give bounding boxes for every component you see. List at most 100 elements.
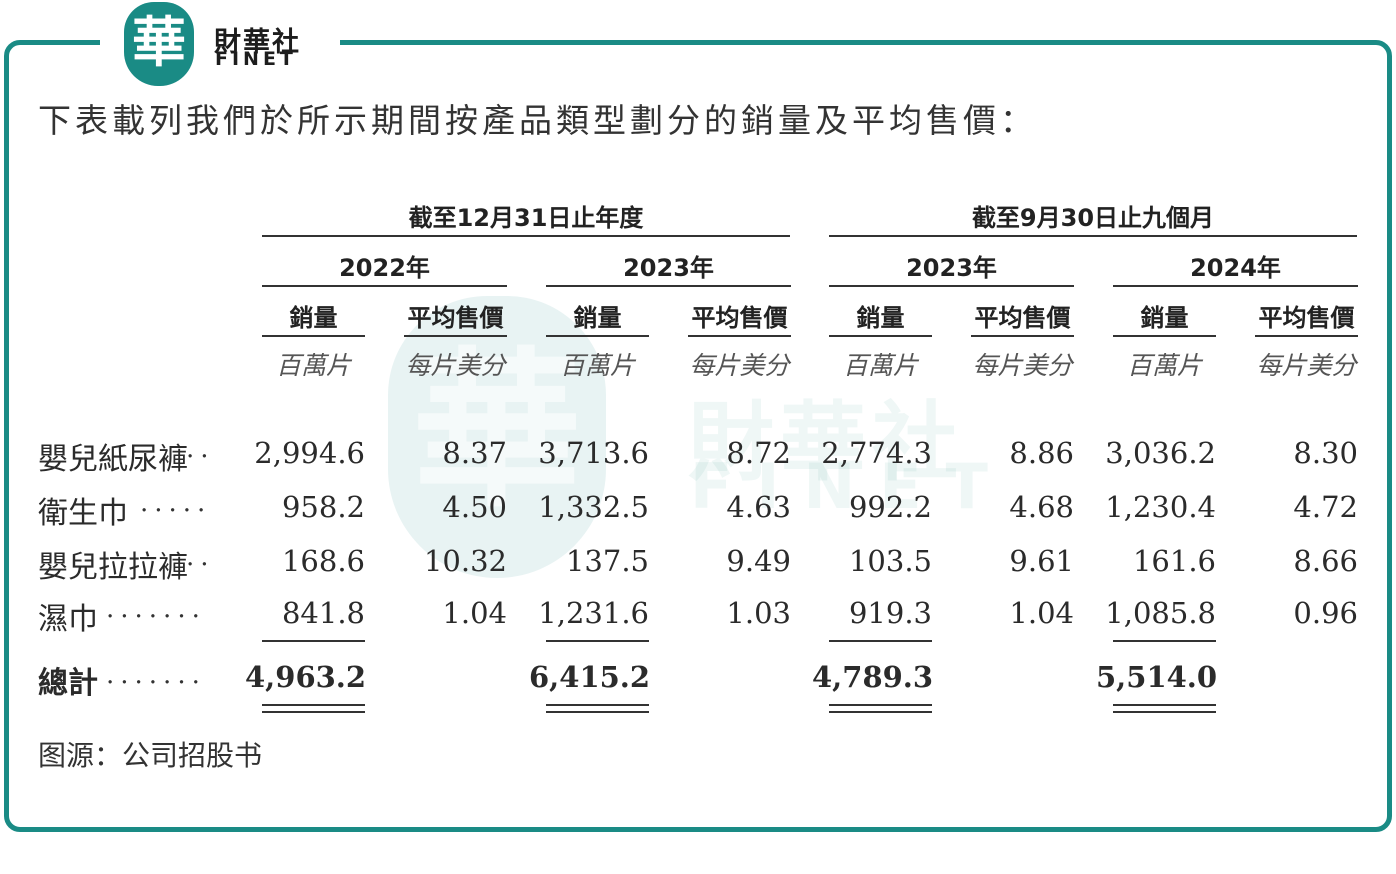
unit-volume: 百萬片 xyxy=(559,351,635,380)
total-cell: 5,514.0 xyxy=(1096,660,1218,694)
table-cell: 8.86 xyxy=(1009,436,1074,470)
col-rule xyxy=(404,335,507,337)
period-header-9m: 截至9月30日止九個月 xyxy=(971,204,1215,232)
row-label: 衛生巾 xyxy=(38,496,128,531)
table-cell: 4.72 xyxy=(1293,490,1358,524)
col-label-price: 平均售價 xyxy=(1258,304,1355,332)
table-cell: 1,231.6 xyxy=(538,596,649,630)
col-rule xyxy=(1255,335,1358,337)
col-label-price: 平均售價 xyxy=(974,304,1071,332)
year-header: 2023年 xyxy=(623,254,714,282)
col-rule xyxy=(1113,335,1216,337)
total-double-rule xyxy=(262,711,365,713)
year-rule xyxy=(829,285,1074,287)
total-double-rule xyxy=(546,711,649,713)
dot-leader: .. xyxy=(186,542,215,572)
table-cell: 841.8 xyxy=(281,596,365,630)
table-cell: 1,085.8 xyxy=(1105,596,1216,630)
total-double-rule xyxy=(262,704,365,706)
table-cell: 1.03 xyxy=(726,596,791,630)
unit-volume: 百萬片 xyxy=(1126,351,1202,380)
col-label-price: 平均售價 xyxy=(407,304,504,332)
table-cell: 1.04 xyxy=(1009,596,1074,630)
total-cell: 4,789.3 xyxy=(812,660,934,694)
row-label: 濕巾 xyxy=(38,602,98,637)
unit-price: 每片美分 xyxy=(689,351,790,380)
table-cell: 2,774.3 xyxy=(821,436,932,470)
col-label-volume: 銷量 xyxy=(1140,304,1189,332)
table-cell: 9.61 xyxy=(1009,544,1074,578)
total-label: 總計 xyxy=(38,666,98,701)
table-cell: 8.66 xyxy=(1293,544,1358,578)
table-cell: 103.5 xyxy=(848,544,932,578)
year-rule xyxy=(546,285,791,287)
table-cell: 9.49 xyxy=(726,544,791,578)
col-label-volume: 銷量 xyxy=(856,304,905,332)
col-rule xyxy=(829,335,932,337)
year-rule xyxy=(262,285,507,287)
col-rule xyxy=(971,335,1074,337)
col-rule xyxy=(262,335,365,337)
table-cell: 10.32 xyxy=(423,544,507,578)
table-cell: 1,332.5 xyxy=(538,490,649,524)
col-label-volume: 銷量 xyxy=(289,304,338,332)
intro-text: 下表載列我們於所示期間按產品類型劃分的銷量及平均售價： xyxy=(38,101,1037,140)
year-header: 2024年 xyxy=(1190,254,1281,282)
subtotal-rule xyxy=(1113,640,1216,642)
total-double-rule xyxy=(546,704,649,706)
subtotal-rule xyxy=(829,640,932,642)
row-label: 嬰兒拉拉褲 xyxy=(38,550,188,585)
row-label: 嬰兒紙尿褲 xyxy=(38,442,188,477)
finet-logo-icon: 華 xyxy=(124,2,194,86)
total-double-rule xyxy=(1113,711,1216,713)
subtotal-rule xyxy=(546,640,649,642)
period-header-fy: 截至12月31日止年度 xyxy=(408,204,644,232)
unit-volume: 百萬片 xyxy=(275,351,351,380)
table-cell: 8.30 xyxy=(1293,436,1358,470)
year-header: 2023年 xyxy=(906,254,997,282)
table-cell: 992.2 xyxy=(848,490,932,524)
table-cell: 137.5 xyxy=(565,544,649,578)
table-cell: 1.04 xyxy=(442,596,507,630)
source-note: 图源：公司招股书 xyxy=(38,739,263,772)
table-cell: 8.37 xyxy=(442,436,507,470)
content-frame xyxy=(4,40,1392,832)
period-rule xyxy=(262,235,790,237)
unit-price: 每片美分 xyxy=(972,351,1073,380)
brand-name-cn: 財華社 xyxy=(214,27,301,58)
col-label-price: 平均售價 xyxy=(691,304,788,332)
total-double-rule xyxy=(829,704,932,706)
total-double-rule xyxy=(1113,704,1216,706)
table-cell: 3,713.6 xyxy=(538,436,649,470)
unit-price: 每片美分 xyxy=(1256,351,1357,380)
total-cell: 4,963.2 xyxy=(245,660,367,694)
col-label-volume: 銷量 xyxy=(573,304,622,332)
table-cell: 4.63 xyxy=(726,490,791,524)
watermark-en: FINET xyxy=(690,450,1012,523)
total-cell: 6,415.2 xyxy=(529,660,651,694)
table-cell: 4.68 xyxy=(1009,490,1074,524)
table-cell: 2,994.6 xyxy=(254,436,365,470)
year-header: 2022年 xyxy=(339,254,430,282)
dot-leader: ....... xyxy=(106,594,206,624)
dot-leader: .. xyxy=(186,434,215,464)
table-cell: 0.96 xyxy=(1293,596,1358,630)
unit-price: 每片美分 xyxy=(405,351,506,380)
table-cell: 168.6 xyxy=(281,544,365,578)
table-cell: 3,036.2 xyxy=(1105,436,1216,470)
table-cell: 1,230.4 xyxy=(1105,490,1216,524)
col-rule xyxy=(546,335,649,337)
table-cell: 919.3 xyxy=(848,596,932,630)
watermark-cn: 財華社 xyxy=(688,393,964,493)
col-rule xyxy=(688,335,791,337)
table-cell: 4.50 xyxy=(442,490,507,524)
brand-name-en: FINET xyxy=(215,48,297,70)
table-cell: 958.2 xyxy=(281,490,365,524)
table-cell: 8.72 xyxy=(726,436,791,470)
period-rule xyxy=(829,235,1357,237)
subtotal-rule xyxy=(262,640,365,642)
dot-leader: ..... xyxy=(140,488,212,518)
total-double-rule xyxy=(829,711,932,713)
table-cell: 161.6 xyxy=(1132,544,1216,578)
year-rule xyxy=(1113,285,1358,287)
